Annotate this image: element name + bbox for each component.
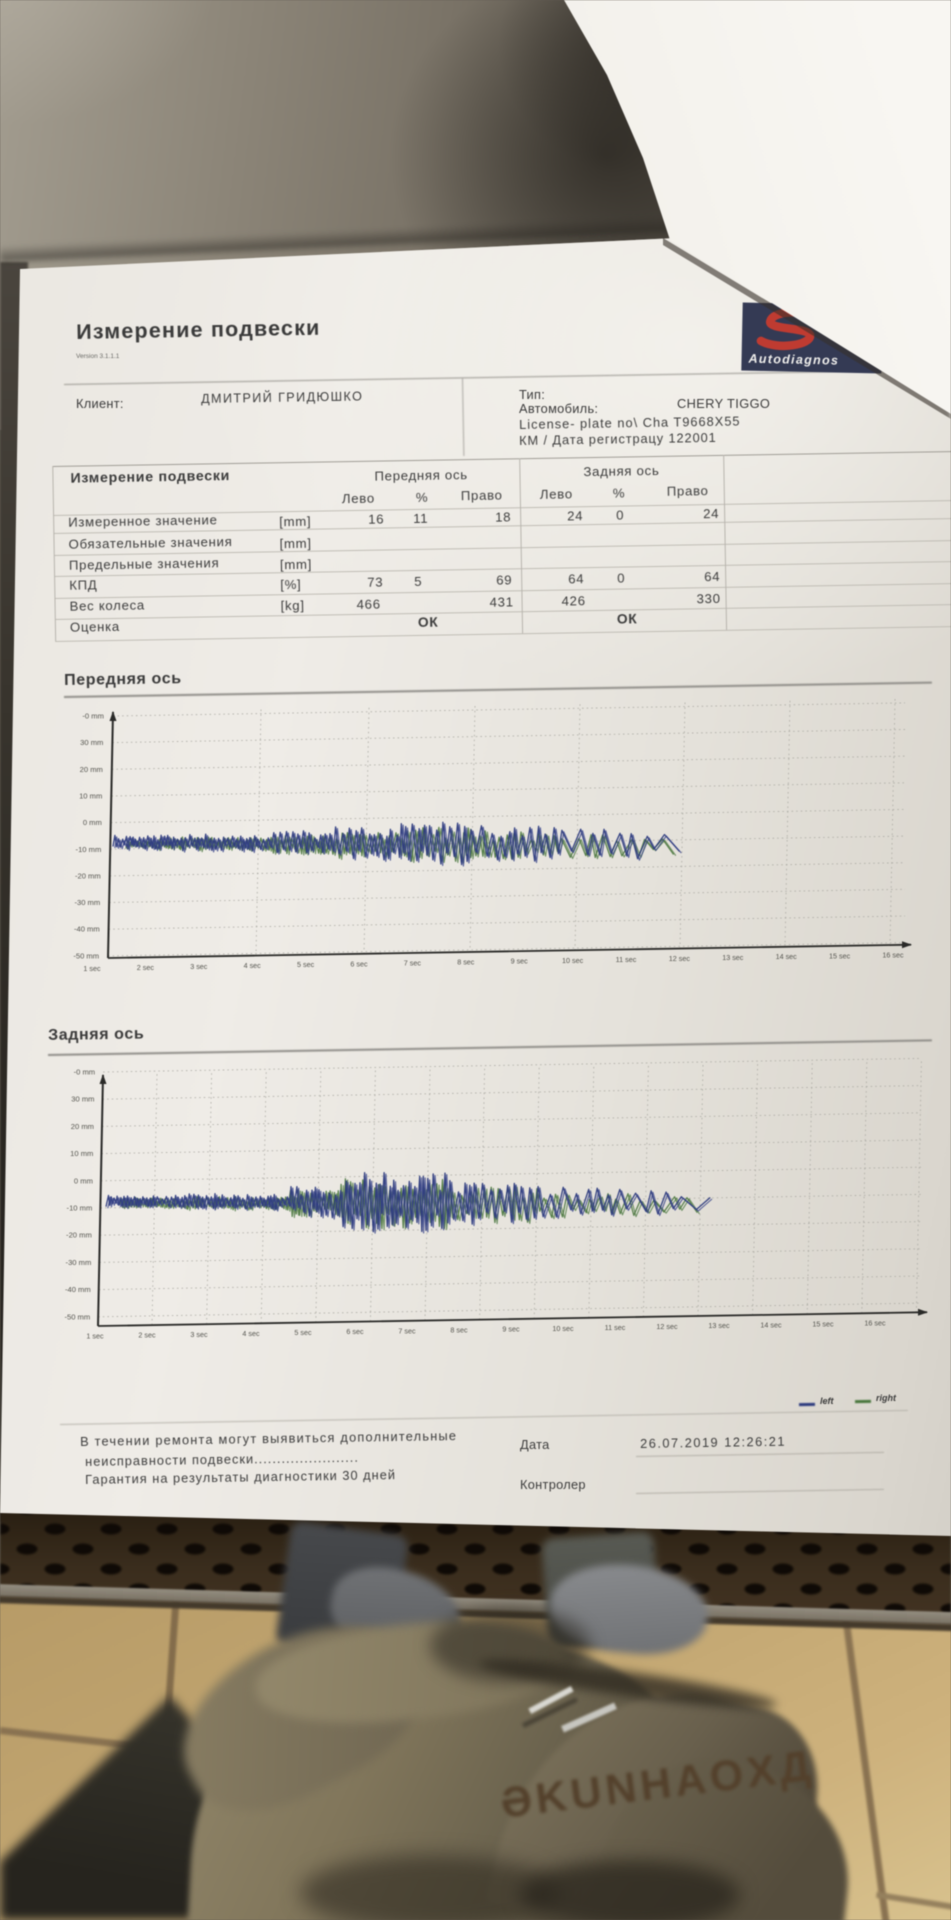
svg-text:5 sec: 5 sec: [294, 1328, 312, 1337]
svg-text:2 sec: 2 sec: [138, 1331, 156, 1340]
svg-text:5 sec: 5 sec: [297, 960, 315, 969]
svg-text:3 sec: 3 sec: [190, 1330, 208, 1339]
svg-text:6 sec: 6 sec: [346, 1327, 364, 1336]
svg-text:-10 mm: -10 mm: [67, 1204, 93, 1213]
svg-text:-40 mm: -40 mm: [65, 1285, 91, 1294]
svg-text:0 mm: 0 mm: [83, 818, 102, 827]
svg-text:-20 mm: -20 mm: [75, 871, 101, 880]
svg-text:20 mm: 20 mm: [80, 765, 103, 774]
svg-text:9 sec: 9 sec: [502, 1325, 520, 1334]
svg-text:-30 mm: -30 mm: [74, 898, 100, 907]
svg-text:10 mm: 10 mm: [70, 1149, 93, 1158]
svg-text:10 sec: 10 sec: [562, 956, 584, 965]
svg-text:10 mm: 10 mm: [79, 792, 102, 801]
svg-text:6 sec: 6 sec: [350, 959, 368, 968]
svg-text:1 sec: 1 sec: [86, 1332, 104, 1341]
svg-text:12 sec: 12 sec: [669, 954, 691, 963]
svg-text:-10 mm: -10 mm: [76, 845, 102, 854]
svg-text:2 sec: 2 sec: [137, 963, 155, 972]
svg-text:20 mm: 20 mm: [71, 1122, 94, 1131]
svg-text:9 sec: 9 sec: [511, 957, 529, 966]
svg-text:-50 mm: -50 mm: [64, 1312, 90, 1321]
svg-text:7 sec: 7 sec: [404, 958, 422, 967]
svg-text:7 sec: 7 sec: [398, 1326, 416, 1335]
svg-text:15 sec: 15 sec: [829, 951, 851, 960]
svg-text:30 mm: 30 mm: [80, 738, 103, 747]
svg-text:-40 mm: -40 mm: [74, 925, 100, 934]
svg-text:-30 mm: -30 mm: [66, 1258, 92, 1267]
svg-text:4 sec: 4 sec: [242, 1329, 260, 1338]
svg-text:0 mm: 0 mm: [74, 1176, 93, 1185]
svg-text:-0 mm: -0 mm: [82, 712, 104, 721]
svg-text:12 sec: 12 sec: [656, 1322, 678, 1331]
svg-text:16 sec: 16 sec: [864, 1319, 886, 1328]
svg-text:11 sec: 11 sec: [605, 1323, 626, 1332]
svg-text:Autodiagnos: Autodiagnos: [747, 352, 839, 368]
svg-text:14 sec: 14 sec: [760, 1320, 782, 1329]
svg-text:3 sec: 3 sec: [190, 962, 208, 971]
svg-text:11 sec: 11 sec: [616, 955, 637, 964]
svg-text:-50 mm: -50 mm: [73, 951, 99, 960]
svg-text:13 sec: 13 sec: [722, 953, 744, 962]
svg-text:16 sec: 16 sec: [882, 951, 904, 960]
svg-text:15 sec: 15 sec: [812, 1320, 834, 1329]
svg-text:30 mm: 30 mm: [71, 1095, 94, 1104]
svg-text:13 sec: 13 sec: [708, 1321, 730, 1330]
svg-text:-0 mm: -0 mm: [74, 1068, 96, 1077]
svg-text:-20 mm: -20 mm: [66, 1231, 92, 1240]
svg-text:1 sec: 1 sec: [83, 964, 101, 973]
svg-text:8 sec: 8 sec: [450, 1326, 468, 1335]
svg-text:14 sec: 14 sec: [776, 952, 798, 961]
svg-text:4 sec: 4 sec: [244, 961, 262, 970]
svg-text:8 sec: 8 sec: [457, 958, 475, 967]
svg-text:10 sec: 10 sec: [552, 1324, 574, 1333]
